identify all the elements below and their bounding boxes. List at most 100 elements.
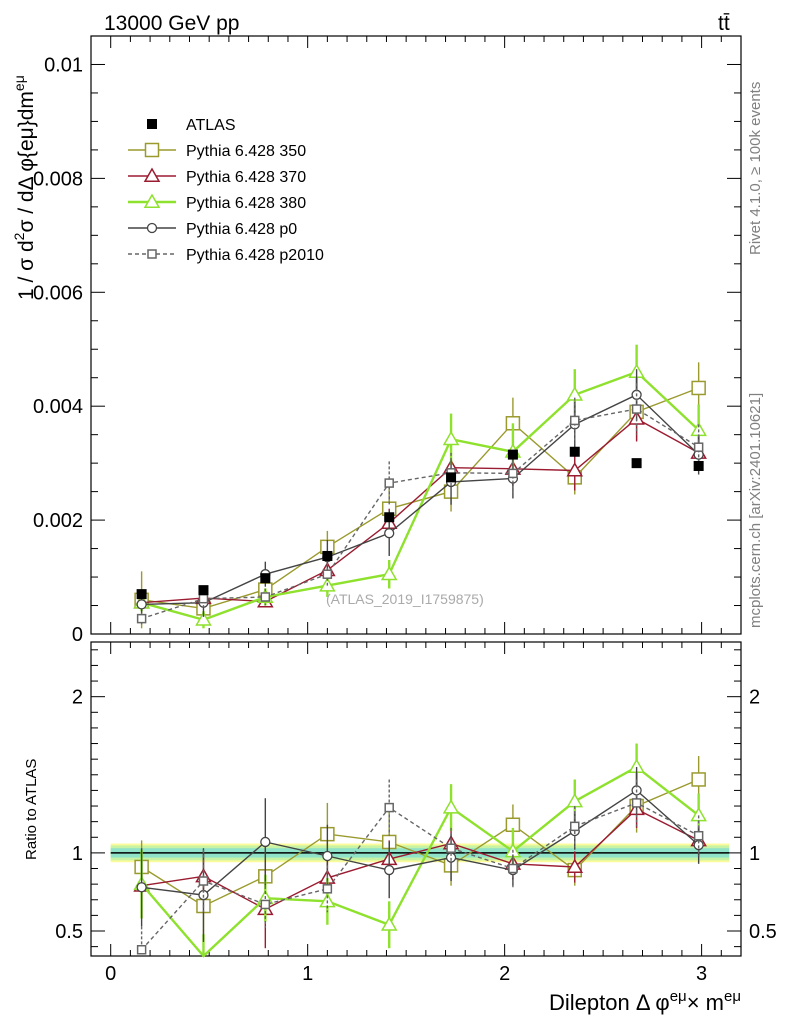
main-series-layer (133, 344, 707, 629)
legend: ATLAS Pythia 6.428 350 Pythia 6.428 370 Pyt… (128, 117, 324, 264)
legend-marker (143, 193, 161, 208)
x-tick-label: 0 (105, 963, 116, 985)
ratio-y-tick-label-left: 2 (72, 687, 83, 709)
ratio-data-point (384, 864, 395, 876)
legend-marker (143, 167, 161, 182)
ratio-series-4 (136, 779, 704, 956)
ratio-plot-frame (90, 641, 742, 957)
ratio-data-point (384, 802, 394, 813)
legend-entry-2: Pythia 6.428 370 (128, 167, 306, 186)
main-data-point (384, 528, 395, 539)
main-data-point (570, 415, 580, 426)
tick-labels-layer: 0 0.002 0.004 0.006 0.008 0.01 0.5 0.5 1 1 2 2 0 1 2 3 D… (11, 54, 777, 1015)
ratio-data-point (380, 916, 398, 931)
ratio-data-point (566, 792, 584, 808)
main-y-tick-label: 0.004 (33, 396, 83, 418)
x-tick-label: 2 (499, 963, 510, 985)
ratio-data-point (322, 884, 333, 894)
legend-marker (147, 249, 157, 259)
main-y-axis-title: 1 / σ d2σ / dΔ φ{eμ}dmeμ (11, 75, 38, 300)
legend-label: Pythia 6.428 350 (186, 143, 306, 160)
ratio-series-line (140, 765, 700, 958)
main-series-3 (136, 369, 704, 617)
title-right: tt̄ (718, 12, 730, 35)
main-data-point (442, 430, 460, 446)
legend-entry-0: ATLAS (147, 117, 236, 134)
ratio-data-point (260, 836, 271, 848)
main-y-tick-label: 0.01 (44, 54, 83, 76)
ratio-data-point (508, 863, 518, 874)
main-y-tick-label: 0 (72, 624, 83, 646)
watermark-label: (ATLAS_2019_I1759875) (326, 591, 484, 607)
ratio-data-point (570, 821, 580, 832)
main-y-tick-label: 0.006 (33, 282, 83, 304)
title-left: 13000 GeV pp (104, 12, 239, 35)
main-data-point (136, 589, 147, 600)
ratio-y-tick-label-left: 1 (72, 843, 83, 865)
main-data-point (136, 599, 147, 610)
main-data-point (566, 462, 584, 477)
main-plot-frame (90, 35, 742, 635)
axes-frames-layer (90, 35, 742, 957)
legend-entry-1: Pythia 6.428 350 (128, 142, 306, 160)
main-data-point (508, 468, 518, 479)
main-data-point (631, 404, 642, 414)
ratio-series-layer (133, 743, 707, 958)
ratio-series-line (141, 808, 700, 910)
main-series-5 (136, 446, 704, 600)
main-y-tick-label: 0.002 (33, 510, 83, 532)
main-data-point (693, 442, 704, 452)
legend-marker (146, 222, 158, 234)
main-data-point (198, 593, 209, 604)
ratio-ylabel: Ratio to ATLAS (23, 759, 40, 860)
legend-label: Pythia 6.428 380 (186, 195, 306, 212)
main-data-point (322, 569, 333, 579)
ratio-data-point (631, 798, 642, 808)
rivet-label: Rivet 4.1.0, ≥ 100k events (747, 82, 764, 255)
ratio-data-point (260, 899, 271, 910)
labels-layer: 13000 GeV pp tt̄ Rivet 4.1.0, ≥ 100k eve… (23, 12, 764, 860)
main-data-point (446, 472, 457, 483)
ratio-data-point (566, 858, 584, 873)
ratio-series-1 (133, 790, 707, 949)
main-data-point (631, 458, 642, 469)
main-data-point (384, 512, 395, 523)
legend-marker (147, 119, 157, 129)
main-series-line (141, 417, 700, 604)
main-series-line (141, 387, 699, 610)
x-tick-label: 3 (696, 963, 707, 985)
ratio-y-tick-label-right: 2 (749, 687, 760, 709)
main-data-point (136, 613, 147, 624)
ratio-data-point (136, 945, 147, 955)
main-data-point (507, 449, 518, 460)
legend-label: Pythia 6.428 p2010 (186, 247, 324, 264)
main-data-point (384, 478, 394, 488)
main-series-2 (133, 344, 707, 629)
main-data-point (260, 573, 271, 584)
main-data-point (380, 565, 398, 581)
ratio-data-point (691, 772, 706, 787)
ratio-data-point (198, 876, 209, 886)
main-data-point (693, 460, 704, 471)
ratio-y-tick-label-left: 0.5 (55, 921, 83, 943)
main-data-point (198, 585, 209, 596)
ratio-data-point (442, 799, 460, 814)
mcplots-label: mcplots.cern.ch [arXiv:2401.10621] (747, 393, 764, 628)
legend-label: ATLAS (186, 117, 236, 134)
legend-label: Pythia 6.428 370 (186, 169, 306, 186)
legend-entry-4: Pythia 6.428 p0 (128, 221, 297, 238)
main-series-line (141, 393, 700, 606)
main-series-line (141, 408, 700, 620)
main-data-point (322, 550, 333, 561)
main-series-1 (133, 395, 707, 609)
main-data-point (569, 446, 580, 457)
main-data-point (195, 611, 212, 626)
main-y-tick-label: 0.008 (33, 168, 83, 190)
legend-marker (144, 142, 160, 158)
x-tick-label: 1 (302, 963, 313, 985)
main-data-point (691, 380, 706, 396)
main-data-point (260, 592, 271, 602)
ratio-y-tick-label-right: 0.5 (749, 921, 777, 943)
